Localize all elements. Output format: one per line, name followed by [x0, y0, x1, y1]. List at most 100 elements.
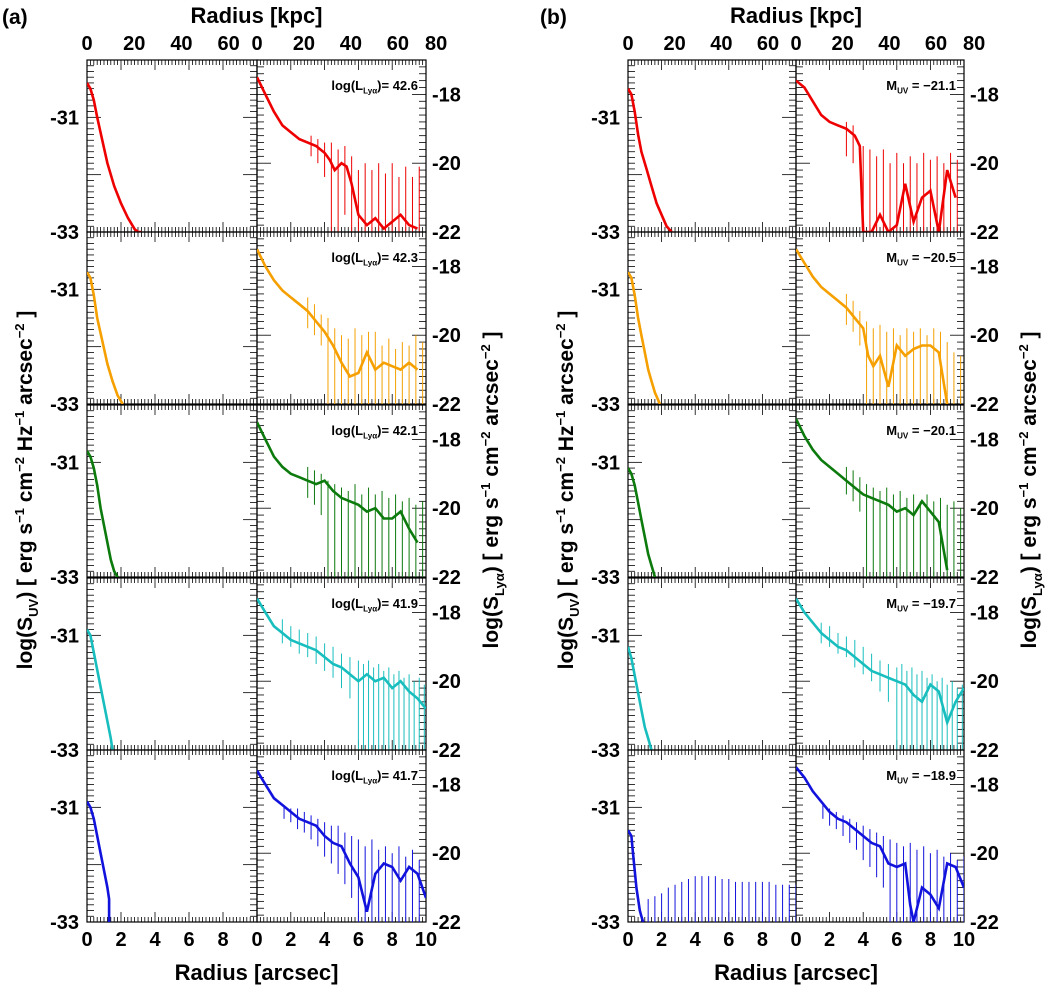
lya-ytick-label: -18 [432, 84, 461, 106]
lya-ytick-label: -22 [432, 912, 461, 934]
panel-b: (b) -31 -33 -18 -20 -22 MUV = −21.1 -31 -33 -18 -2… [540, 3, 1045, 985]
top-tick-label: 60 [757, 33, 779, 55]
lya-errorbars [281, 619, 425, 750]
uv-ytick-label: -31 [591, 107, 620, 129]
lya-ytick-label: -22 [432, 567, 461, 589]
lya-ytick-label: -20 [970, 498, 999, 520]
top-tick-label: 20 [293, 33, 315, 55]
top-tick-label: 0 [622, 33, 633, 55]
lya-ytick-label: -18 [970, 774, 999, 796]
top-tick-label: 80 [425, 33, 447, 55]
lya-ytick-label: -20 [432, 153, 461, 175]
bottom-tick-label: 4 [858, 929, 870, 951]
bottom-tick-label: 2 [656, 929, 667, 951]
row-label: log(LLyα)= 42.6 [331, 78, 418, 96]
bottom-tick-label: 10 [415, 929, 437, 951]
top-tick-label: 20 [664, 33, 686, 55]
row-1: -31 -33 -18 -20 -22 MUV = −21.1 [591, 59, 999, 244]
uv-ytick-label: -33 [50, 222, 79, 244]
lya-ytick-label: -20 [970, 153, 999, 175]
bottom-tick-label: 2 [824, 929, 835, 951]
uv-profile-line [628, 829, 645, 922]
lya-ytick-label: -22 [970, 740, 999, 762]
lya-ytick-label: -20 [432, 498, 461, 520]
left-axis-title: log(SUV) [ erg s−1 cm−2 Hz−1 arcsec−2 ] [12, 311, 41, 670]
lya-ytick-label: -22 [970, 394, 999, 416]
top-tick-label: 0 [251, 33, 262, 55]
lya-profile-line [796, 766, 964, 922]
uv-frame [627, 231, 797, 405]
bottom-tick-label: 8 [387, 929, 398, 951]
row-4: -31 -33 -18 -20 -22 log(LLyα)= 41.9 [50, 577, 461, 762]
uv-frame [86, 59, 258, 233]
top-axis-title: Radius [kpc] [190, 3, 322, 28]
top-tick-label: 40 [878, 33, 900, 55]
bottom-tick-label: 0 [790, 929, 801, 951]
top-axis-title: Radius [kpc] [730, 3, 862, 28]
bottom-tick-label: 8 [217, 929, 228, 951]
lya-ytick-label: -20 [432, 843, 461, 865]
lya-profile-line [257, 769, 426, 913]
bottom-tick-label: 2 [285, 929, 296, 951]
row-label: log(LLyα)= 42.1 [331, 423, 418, 441]
bottom-tick-label: 6 [723, 929, 734, 951]
bottom-tick-label: 0 [622, 929, 633, 951]
lya-ytick-label: -18 [432, 774, 461, 796]
lya-ytick-label: -18 [432, 429, 461, 451]
top-tick-label: 60 [387, 33, 409, 55]
lya-errorbars [822, 805, 964, 922]
row-3: -31 -33 -18 -20 -22 log(LLyα)= 42.1 [50, 404, 461, 589]
row-4: -31 -33 -18 -20 -22 MUV = −19.7 [591, 577, 999, 762]
uv-ytick-label: -33 [591, 740, 620, 762]
bottom-axis-title: Radius [arcsec] [175, 960, 339, 985]
lya-errorbars [307, 466, 424, 577]
row-1: -31 -33 -18 -20 -22 log(LLyα)= 42.6 [50, 59, 461, 244]
lya-ytick-label: -20 [970, 671, 999, 693]
lya-ytick-label: -18 [970, 602, 999, 624]
row-label: log(LLyα)= 42.3 [331, 250, 418, 268]
top-tick-label: 80 [963, 33, 985, 55]
uv-ytick-label: -31 [50, 279, 79, 301]
uv-profile-line [628, 467, 657, 577]
bottom-tick-label: 10 [953, 929, 975, 951]
lya-profile-line [796, 248, 949, 404]
panel-label: (b) [540, 6, 567, 29]
lya-profile-line [796, 418, 949, 571]
lya-profile-line [257, 76, 419, 231]
lya-ytick-label: -22 [970, 222, 999, 244]
lya-profile-line [796, 597, 964, 727]
lya-ytick-label: -20 [970, 325, 999, 347]
lya-ytick-label: -20 [970, 843, 999, 865]
top-tick-label: 40 [170, 33, 192, 55]
row-5: -31 -33 -18 -20 -22 log(LLyα)= 41.7 [50, 749, 461, 934]
lya-ytick-label: -18 [432, 602, 461, 624]
uv-profile-line [628, 271, 662, 404]
left-axis-title: log(SUV) [ erg s−1 cm−2 Hz−1 arcsec−2 ] [553, 311, 582, 670]
top-tick-label: 40 [340, 33, 362, 55]
row-label: MUV = −21.1 [886, 78, 956, 96]
uv-ytick-label: -33 [50, 912, 79, 934]
uv-profile-line [87, 450, 119, 577]
bottom-tick-label: 4 [149, 929, 161, 951]
row-label: MUV = −18.9 [886, 768, 956, 786]
top-tick-label: 0 [81, 33, 92, 55]
top-tick-label: 20 [832, 33, 854, 55]
lya-ytick-label: -22 [432, 740, 461, 762]
uv-profile-line [628, 88, 673, 232]
bottom-tick-label: 4 [690, 929, 702, 951]
right-axis-title: log(SLyα) [ erg s−1 cm−2 arcsec−2 ] [1016, 331, 1045, 648]
top-tick-label: 40 [710, 33, 732, 55]
uv-ytick-label: -33 [50, 567, 79, 589]
lya-errorbars [820, 622, 963, 750]
lya-profile-line [257, 597, 426, 710]
row-2: -31 -33 -18 -20 -22 log(LLyα)= 42.3 [50, 231, 461, 416]
top-tick-label: 60 [218, 33, 240, 55]
lya-profile-line [257, 421, 419, 544]
uv-ytick-label: -33 [591, 567, 620, 589]
uv-ytick-label: -31 [50, 107, 79, 129]
uv-profile-line [87, 82, 142, 232]
lya-ytick-label: -18 [970, 256, 999, 278]
uv-frame [86, 749, 258, 923]
